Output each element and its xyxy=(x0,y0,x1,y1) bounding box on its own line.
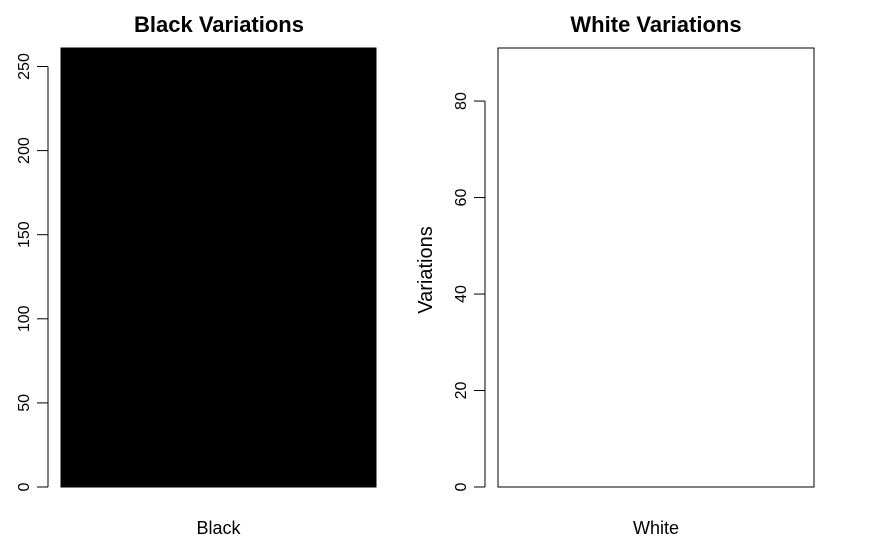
y-tick-label: 0 xyxy=(16,482,33,491)
y-axis: 0 50 100 150 200 250 xyxy=(16,53,49,491)
y-tick-label: 60 xyxy=(453,189,470,207)
y-tick-label: 100 xyxy=(16,305,33,332)
bars xyxy=(60,47,377,488)
black-variations-panel: Black Variations 0 50 100 150 200 250 Black xyxy=(16,12,377,538)
white-variations-panel: White Variations 0 20 40 60 80 White Variati… xyxy=(415,12,815,538)
y-tick-label: 200 xyxy=(16,137,33,164)
y-tick-label: 50 xyxy=(16,394,33,412)
y-tick-label: 80 xyxy=(453,92,470,110)
chart-title: Black Variations xyxy=(134,12,304,37)
bar xyxy=(60,47,377,488)
y-axis-label: Variations xyxy=(415,226,437,313)
x-category-labels: White xyxy=(633,518,679,538)
x-category-label: White xyxy=(633,518,679,538)
y-tick-label: 40 xyxy=(453,285,470,303)
y-axis: 0 20 40 60 80 xyxy=(453,92,486,491)
y-tick-label: 250 xyxy=(16,53,33,80)
x-category-label: Black xyxy=(196,518,241,538)
y-tick-label: 0 xyxy=(453,482,470,491)
y-tick-label: 150 xyxy=(16,221,33,248)
y-tick-label: 20 xyxy=(453,382,470,400)
bar xyxy=(497,47,815,488)
bars xyxy=(497,47,815,488)
x-category-labels: Black xyxy=(196,518,241,538)
chart-title: White Variations xyxy=(570,12,741,37)
